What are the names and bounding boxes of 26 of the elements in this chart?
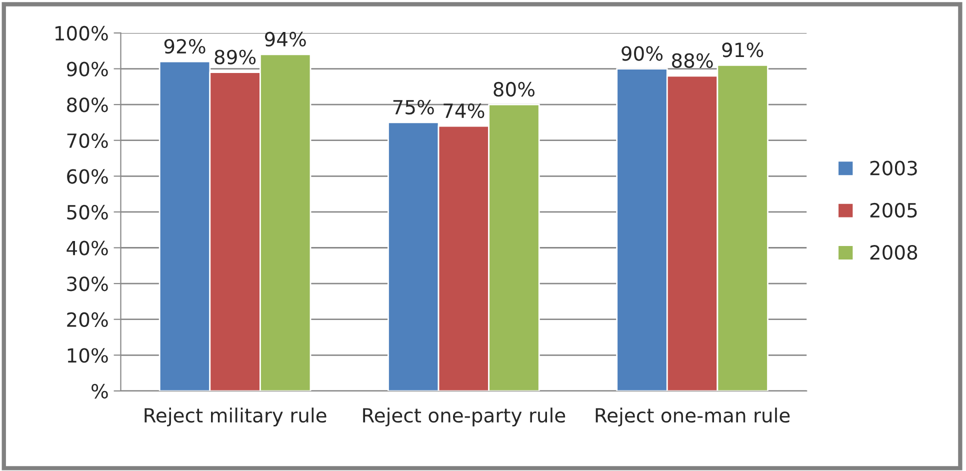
x-tick-label: Reject military rule	[144, 408, 326, 426]
data-label: 89%	[214, 50, 256, 64]
y-tick-label: 80%	[67, 98, 108, 112]
y-tick-label: 70%	[67, 133, 108, 148]
y-tick-label: %	[92, 384, 108, 399]
data-label: 91%	[722, 42, 764, 58]
y-tick-label: 40%	[66, 240, 108, 256]
legend-label: 2008	[870, 245, 918, 260]
y-tick-label: 100%	[55, 26, 108, 41]
y-tick-label: 60%	[67, 169, 108, 184]
legend-label: 2005	[870, 202, 917, 218]
y-tick-label: 90%	[66, 62, 108, 76]
data-label: 90%	[622, 46, 663, 61]
y-tick-label: 50%	[67, 204, 108, 220]
y-tick-label: 20%	[67, 312, 108, 327]
legend-label: 2003	[870, 160, 917, 176]
data-label: 92%	[164, 38, 206, 54]
data-label: 74%	[444, 103, 484, 118]
y-tick-label: 30%	[67, 276, 108, 292]
data-label: 80%	[494, 82, 535, 97]
data-label: 75%	[393, 100, 434, 115]
x-tick-label: Reject one-party rule	[363, 408, 566, 426]
y-tick-label: 10%	[68, 348, 108, 363]
x-tick-label: Reject one-man rule	[596, 408, 790, 426]
data-label: 94%	[264, 32, 306, 47]
data-label: 88%	[672, 53, 713, 68]
